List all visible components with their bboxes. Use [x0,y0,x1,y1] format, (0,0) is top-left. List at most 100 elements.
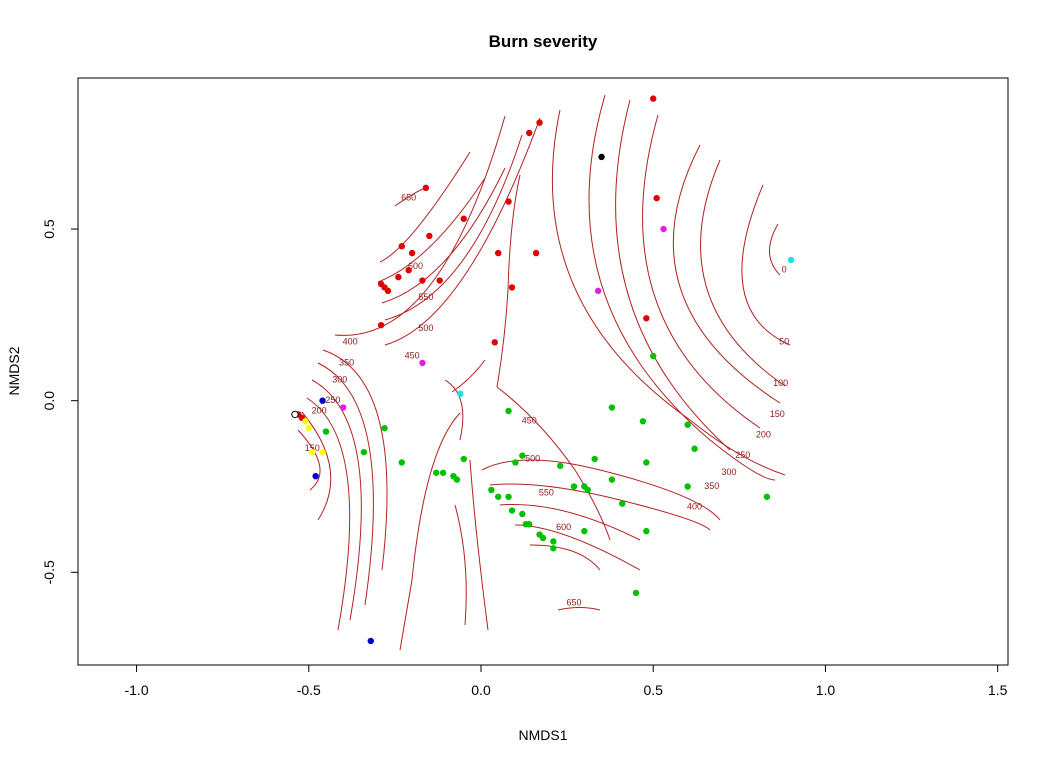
data-point [322,428,330,435]
data-point [660,225,667,233]
contour-label: 450 [522,416,537,426]
contour-line [481,459,721,521]
data-point [453,476,461,483]
contour-line [557,607,601,611]
contour-line [496,174,521,388]
data-point [319,448,326,456]
data-point [381,424,388,432]
contour-label: 150 [770,409,785,419]
contour-line [588,94,776,481]
data-point [608,476,616,483]
series-blue [312,397,374,645]
contour-line [317,362,374,606]
data-point [526,129,533,137]
data-point [419,359,426,367]
contour-label: 250 [735,450,750,460]
contour-line [615,99,731,451]
data-point [550,545,557,552]
y-tick-label: 0.5 [41,219,57,239]
series-red [295,95,660,422]
contour-label: 100 [773,378,788,388]
data-point [491,339,498,346]
contour-line [489,483,711,531]
contour-label: 350 [339,357,354,367]
contour-label: 650 [401,193,416,203]
data-point [419,277,426,284]
data-point [309,448,316,456]
data-point [519,510,526,518]
x-tick-label: 0.0 [471,682,491,698]
data-point [594,287,602,295]
data-point [557,462,564,470]
contour-line [301,411,332,521]
data-point [495,249,502,257]
data-point [639,418,647,425]
y-tick-label: 0.0 [41,391,57,411]
y-tick-label: -0.5 [41,560,57,584]
data-point [619,500,626,507]
contour-line [529,544,601,571]
x-tick-label: -1.0 [124,682,148,698]
data-point [305,424,312,432]
data-point [460,455,467,463]
data-point [526,521,533,528]
contour-label: 600 [408,261,423,271]
series-open [291,410,299,419]
data-point [395,273,402,281]
y-axis-label: NMDS2 [6,346,22,395]
data-point [457,390,464,398]
data-point [291,410,299,419]
contour-line [381,167,506,304]
data-point [570,483,578,490]
data-point [426,232,433,240]
data-point [684,483,691,490]
contour-labels: 6506005505004003503002502001504504505005… [305,193,789,608]
series-magenta [340,225,667,411]
data-point [591,455,598,463]
contour-line [514,524,641,571]
contour-line [469,459,489,631]
series-green [322,352,771,597]
data-point [650,95,657,102]
data-point [505,407,512,415]
contour-line [496,386,611,541]
contour-line [379,151,471,263]
data-point [439,469,447,476]
data-point [408,249,416,257]
data-point [691,445,698,452]
contour-label: 400 [687,501,702,511]
contour-label: 200 [756,429,771,439]
data-point [763,493,771,500]
data-point [488,486,495,494]
data-point [512,459,519,466]
data-point [422,184,430,192]
contour-label: 150 [305,443,320,453]
data-point [508,284,516,291]
contour-label: 200 [312,405,327,415]
data-point [608,404,616,411]
contour-line [741,184,791,346]
contour-line [551,109,786,476]
contour-line [454,504,467,626]
data-point [312,472,319,480]
contour-line [399,412,461,651]
data-point [360,448,368,456]
contour-label: 550 [539,488,554,498]
x-axis-label: NMDS1 [518,727,567,743]
x-tick-label: 1.5 [988,682,1008,698]
contour-lines [297,94,791,651]
contour-label: 250 [325,395,340,405]
data-point [650,352,657,360]
data-point [581,527,588,535]
data-point [495,493,502,500]
data-point [505,198,512,205]
data-point [643,459,650,466]
data-point [684,421,691,428]
contour-label: 300 [332,374,347,384]
data-point [405,267,412,274]
series-yellow [302,418,326,456]
data-point [787,256,795,264]
data-point [632,589,640,597]
contour-line [377,177,486,283]
contour-line [672,144,781,404]
